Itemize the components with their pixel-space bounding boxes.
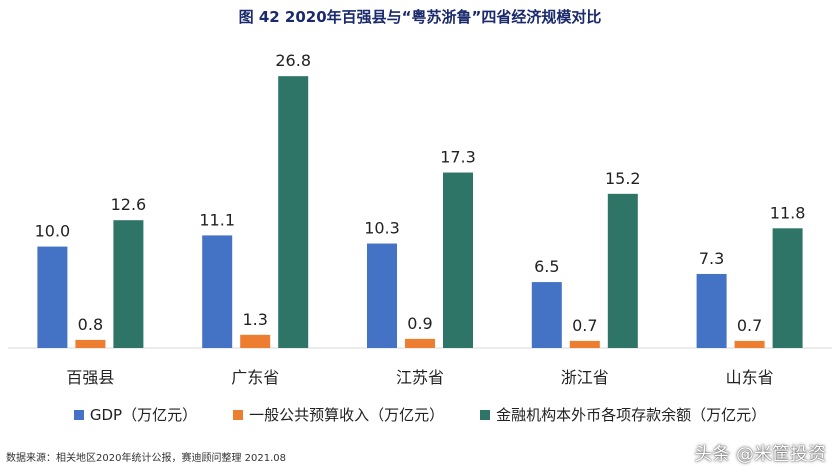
bar-budget-2 xyxy=(405,338,435,348)
category-label-2: 江苏省 xyxy=(396,368,444,387)
bar-gdp-3 xyxy=(531,282,562,348)
data-label-budget-1: 1.3 xyxy=(242,310,267,329)
bar-deposits-0 xyxy=(113,220,144,348)
legend-swatch-deposits xyxy=(480,409,491,420)
source-note: 数据来源：相关地区2020年统计公报，赛迪顾问整理 2021.08 xyxy=(6,453,286,464)
data-label-budget-4: 0.7 xyxy=(737,316,762,335)
legend-label-gdp: GDP（万亿元） xyxy=(89,406,198,424)
data-label-gdp-2: 10.3 xyxy=(364,219,400,238)
watermark: 头条 @米筐投资 xyxy=(694,444,826,465)
data-label-deposits-4: 11.8 xyxy=(770,203,806,222)
chart-title: 图 42 2020年百强县与“粤苏浙鲁”四省经济规模对比 xyxy=(238,8,602,26)
data-label-deposits-1: 26.8 xyxy=(275,51,311,70)
data-label-deposits-0: 12.6 xyxy=(111,195,147,214)
bar-budget-1 xyxy=(240,334,271,348)
data-label-gdp-3: 6.5 xyxy=(534,257,559,276)
bar-deposits-4 xyxy=(772,228,803,348)
legend-item-deposits: 金融机构本外币各项存款余额（万亿元） xyxy=(480,404,766,425)
data-label-budget-0: 0.8 xyxy=(78,315,103,334)
legend-swatch-gdp xyxy=(73,409,84,420)
data-label-budget-3: 0.7 xyxy=(572,316,597,335)
category-label-0: 百强县 xyxy=(66,368,114,387)
bar-gdp-2 xyxy=(367,243,397,348)
data-label-gdp-1: 11.1 xyxy=(199,210,235,229)
data-label-gdp-4: 7.3 xyxy=(699,249,724,268)
data-label-deposits-3: 15.2 xyxy=(605,169,641,188)
bar-gdp-1 xyxy=(202,235,233,348)
bar-deposits-2 xyxy=(443,172,473,348)
data-label-deposits-2: 17.3 xyxy=(440,148,476,167)
bar-gdp-0 xyxy=(37,246,68,348)
category-label-4: 山东省 xyxy=(726,368,774,387)
legend: GDP（万亿元） 一般公共预算收入（万亿元） 金融机构本外币各项存款余额（万亿元… xyxy=(0,404,840,425)
bar-deposits-1 xyxy=(278,76,309,349)
category-label-1: 广东省 xyxy=(231,368,279,387)
legend-swatch-budget xyxy=(233,409,244,420)
bar-budget-0 xyxy=(75,339,106,348)
legend-item-budget: 一般公共预算收入（万亿元） xyxy=(233,404,444,425)
bar-budget-4 xyxy=(734,340,765,348)
legend-item-gdp: GDP（万亿元） xyxy=(73,404,198,425)
bar-budget-3 xyxy=(569,340,600,348)
category-label-3: 浙江省 xyxy=(561,368,609,387)
data-label-gdp-0: 10.0 xyxy=(35,222,71,241)
bar-deposits-3 xyxy=(607,193,638,348)
legend-label-deposits: 金融机构本外币各项存款余额（万亿元） xyxy=(496,406,767,424)
data-label-budget-2: 0.9 xyxy=(407,314,432,333)
bar-gdp-4 xyxy=(696,273,727,348)
legend-label-budget: 一般公共预算收入（万亿元） xyxy=(249,406,445,424)
